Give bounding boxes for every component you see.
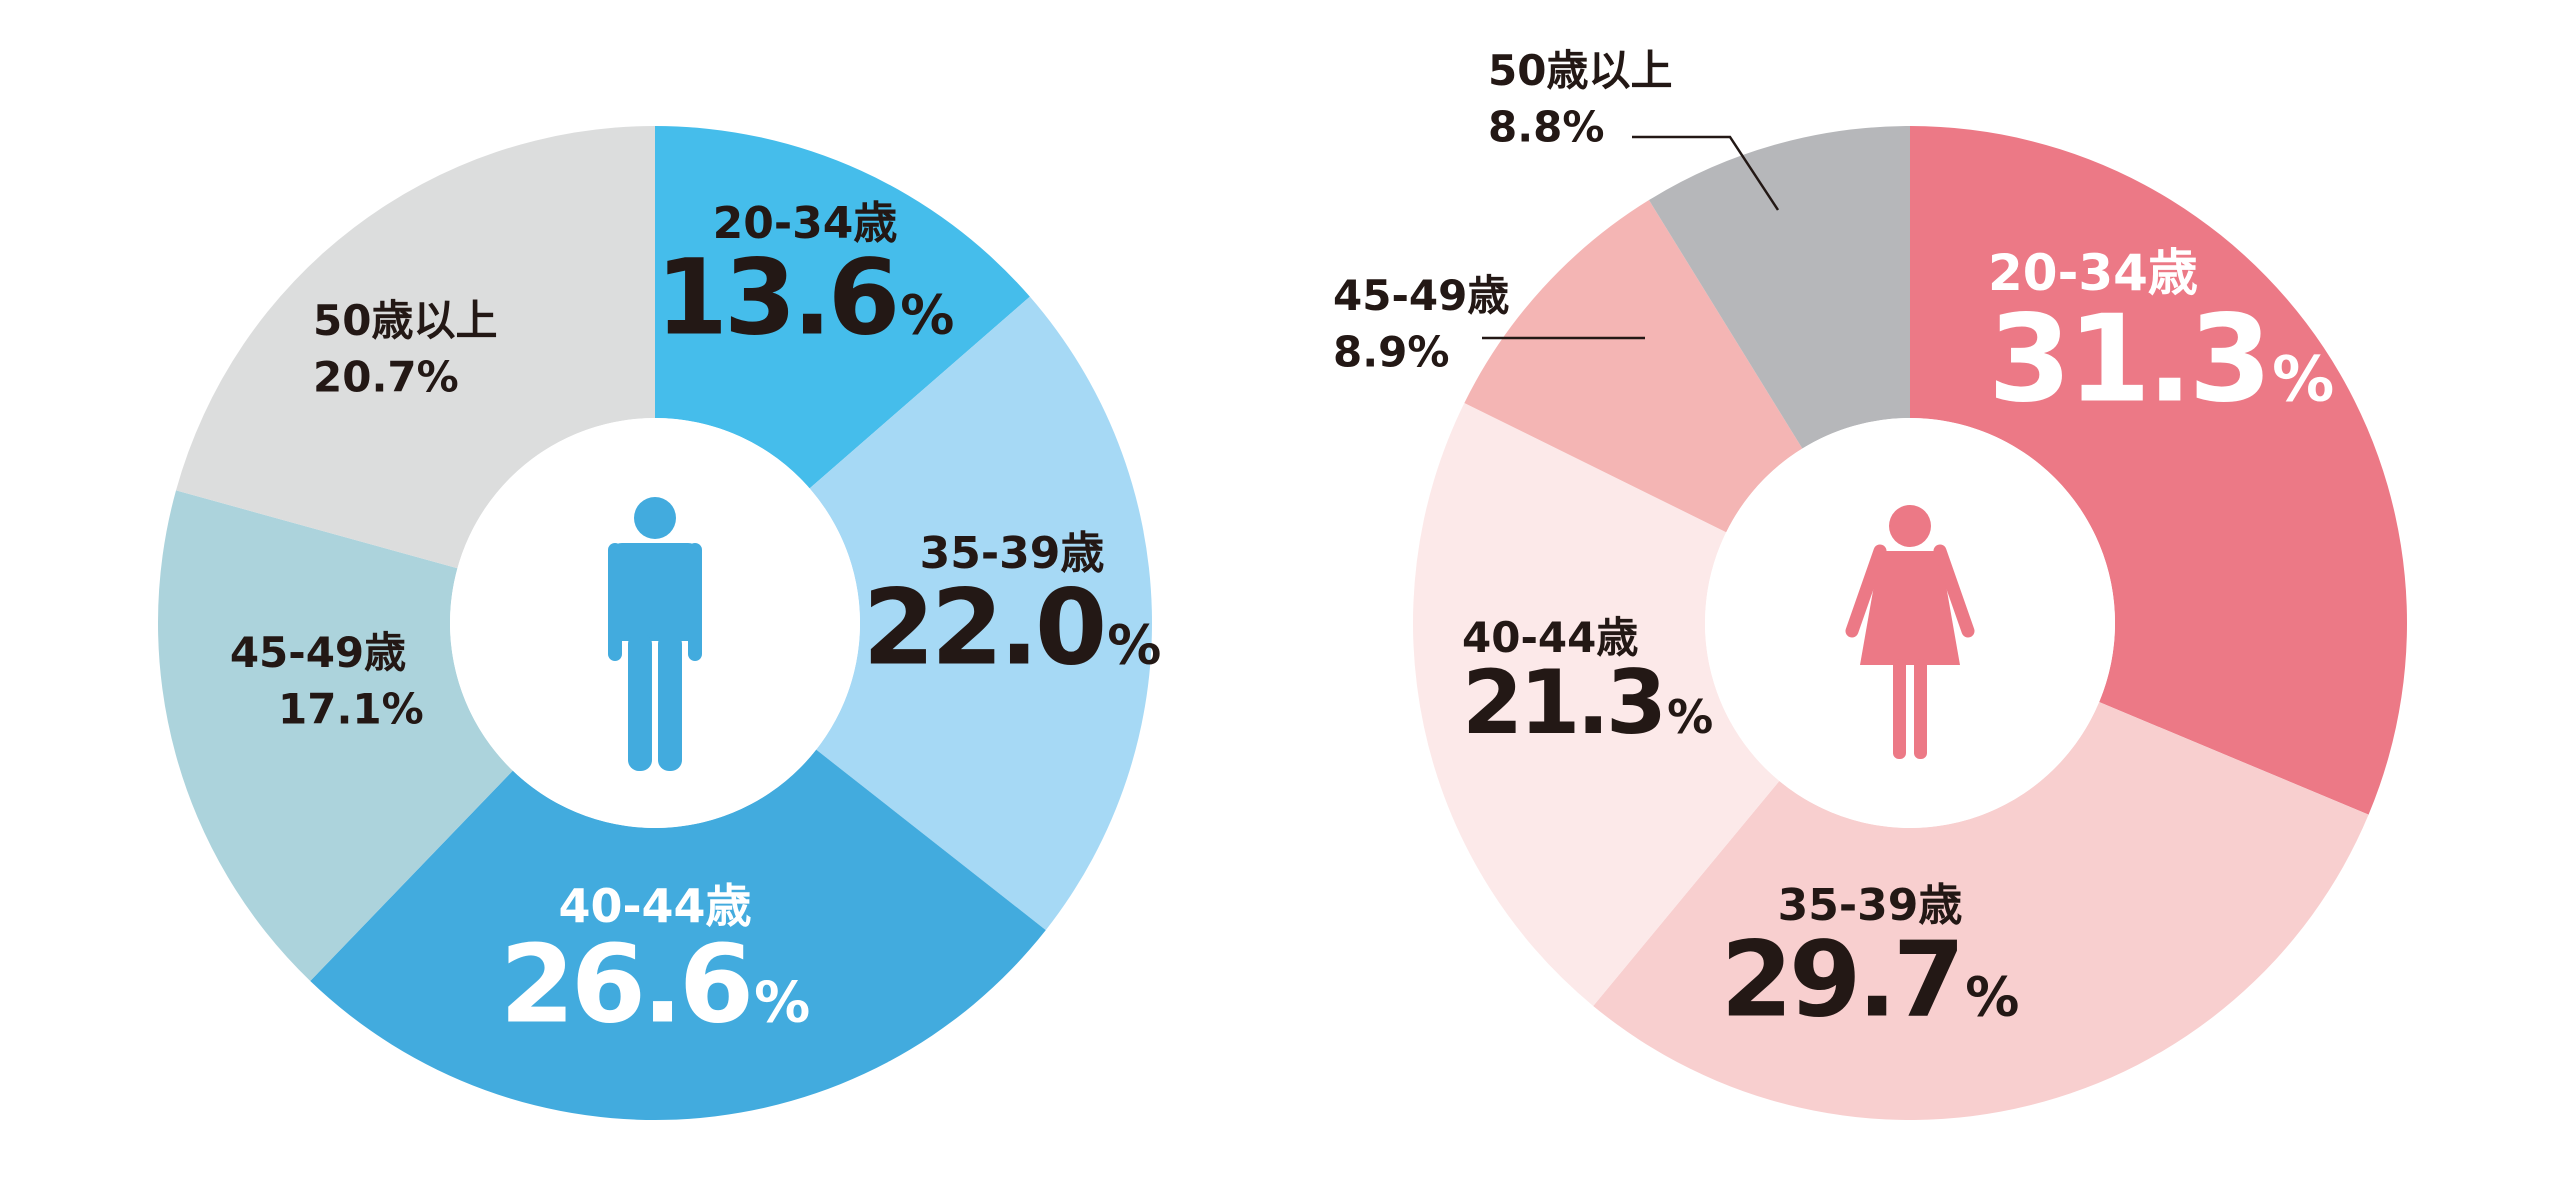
callout-leader-line [1632, 135, 1780, 211]
slice-category-label: 40-44歳 [1462, 613, 1638, 662]
donut-slice-40-44歳 [310, 749, 1046, 1120]
slice-value-label: 8.8% [1488, 103, 1605, 152]
female-icon [1845, 505, 1975, 759]
slice-category-label: 45-49歳 [230, 628, 406, 677]
donut-slice-35-39歳 [1593, 702, 2369, 1120]
donut-chart-female: 20-34歳31.3%35-39歳29.7%40-44歳21.3%45-49歳8… [1333, 46, 2408, 1120]
slice-category-label: 40-44歳 [558, 879, 751, 933]
slice-value-label: 17.1% [278, 685, 424, 734]
donut-slice-50歳以上 [1648, 126, 1910, 449]
slice-value-label: 26.6% [500, 922, 811, 1047]
slice-category-label: 35-39歳 [1778, 880, 1963, 931]
slice-value-label: 20.7% [313, 353, 459, 402]
donut-slice-40-44歳 [1412, 402, 1780, 1006]
donut-slice-20-34歳 [1910, 126, 2408, 815]
slice-value-label: 8.9% [1333, 328, 1450, 377]
slice-category-label: 50歳以上 [1488, 46, 1672, 95]
slice-label: 50歳以上 20.7% [313, 296, 497, 402]
slice-value-label: 22.0% [863, 567, 1162, 689]
donut-slice-35-39歳 [809, 296, 1152, 931]
slice-label: 45-49歳 17.1% [230, 628, 424, 734]
slice-label: 50歳以上 8.8% [1488, 46, 1780, 211]
slice-value-label: 13.6% [656, 237, 955, 359]
slice-category-label: 50歳以上 [313, 296, 497, 345]
slice-category-label: 20-34歳 [713, 198, 898, 249]
slice-category-label: 20-34歳 [1988, 244, 2198, 302]
donut-slice-50歳以上 [176, 126, 655, 569]
slice-value-label: 29.7% [1721, 919, 2020, 1041]
slice-label: 45-49歳 8.9% [1333, 271, 1645, 377]
male-icon [608, 497, 702, 771]
donut-slice-45-49歳 [157, 490, 513, 981]
slice-value-label: 21.3% [1462, 651, 1713, 754]
donut-slice-20-34歳 [655, 126, 1030, 489]
slice-category-label: 35-39歳 [920, 528, 1105, 579]
slice-category-label: 45-49歳 [1333, 271, 1509, 320]
donut-slice-45-49歳 [1464, 200, 1803, 533]
slice-value-label: 31.3% [1988, 290, 2334, 429]
